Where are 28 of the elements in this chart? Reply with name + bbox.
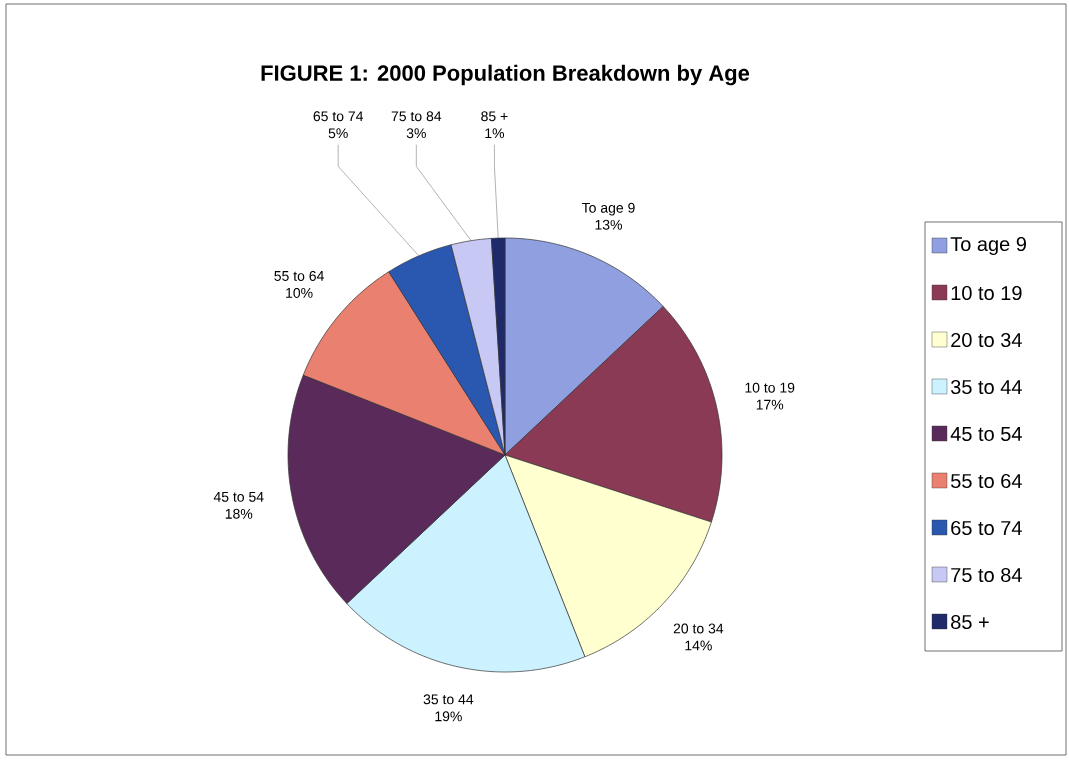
slice-label: 55 to 64	[274, 270, 324, 281]
legend-label: 10 to 19	[951, 285, 1022, 301]
slice-label: 35 to 44	[423, 694, 474, 705]
data-label: 3%	[406, 128, 426, 139]
legend-label: To age 9	[950, 236, 1026, 256]
data-label: 10%	[286, 287, 313, 298]
data-label: 13%	[595, 219, 623, 230]
slice-label: 45 to 54	[213, 492, 264, 502]
data-label: 14%	[685, 640, 712, 651]
slice-label: 65 to 74	[313, 111, 364, 122]
legend-label: 75 to 84	[951, 567, 1022, 583]
legend-label: 35 to 44	[950, 379, 1022, 395]
legend-label: 45 to 54	[950, 427, 1022, 441]
data-label: 17%	[756, 399, 784, 410]
slice-label: 20 to 34	[673, 623, 724, 634]
legend-label: 65 to 74	[951, 520, 1022, 536]
data-label: 1%	[485, 128, 505, 139]
legend-label: 20 to 34	[951, 332, 1022, 348]
slice-label: 10 to 19	[745, 382, 795, 393]
legend-label: 55 to 64	[951, 473, 1022, 489]
data-label: 19%	[435, 711, 462, 722]
data-label: 5%	[328, 128, 348, 139]
slice-label: 85 +	[481, 111, 508, 122]
slice-label: To age 9	[581, 202, 635, 216]
data-label: 18%	[225, 508, 253, 519]
chart-title: FIGURE 1: 2000 Population Breakdown by Age	[261, 64, 750, 86]
slice-label: 75 to 84	[391, 111, 442, 122]
legend-label: 85 +	[951, 614, 989, 630]
